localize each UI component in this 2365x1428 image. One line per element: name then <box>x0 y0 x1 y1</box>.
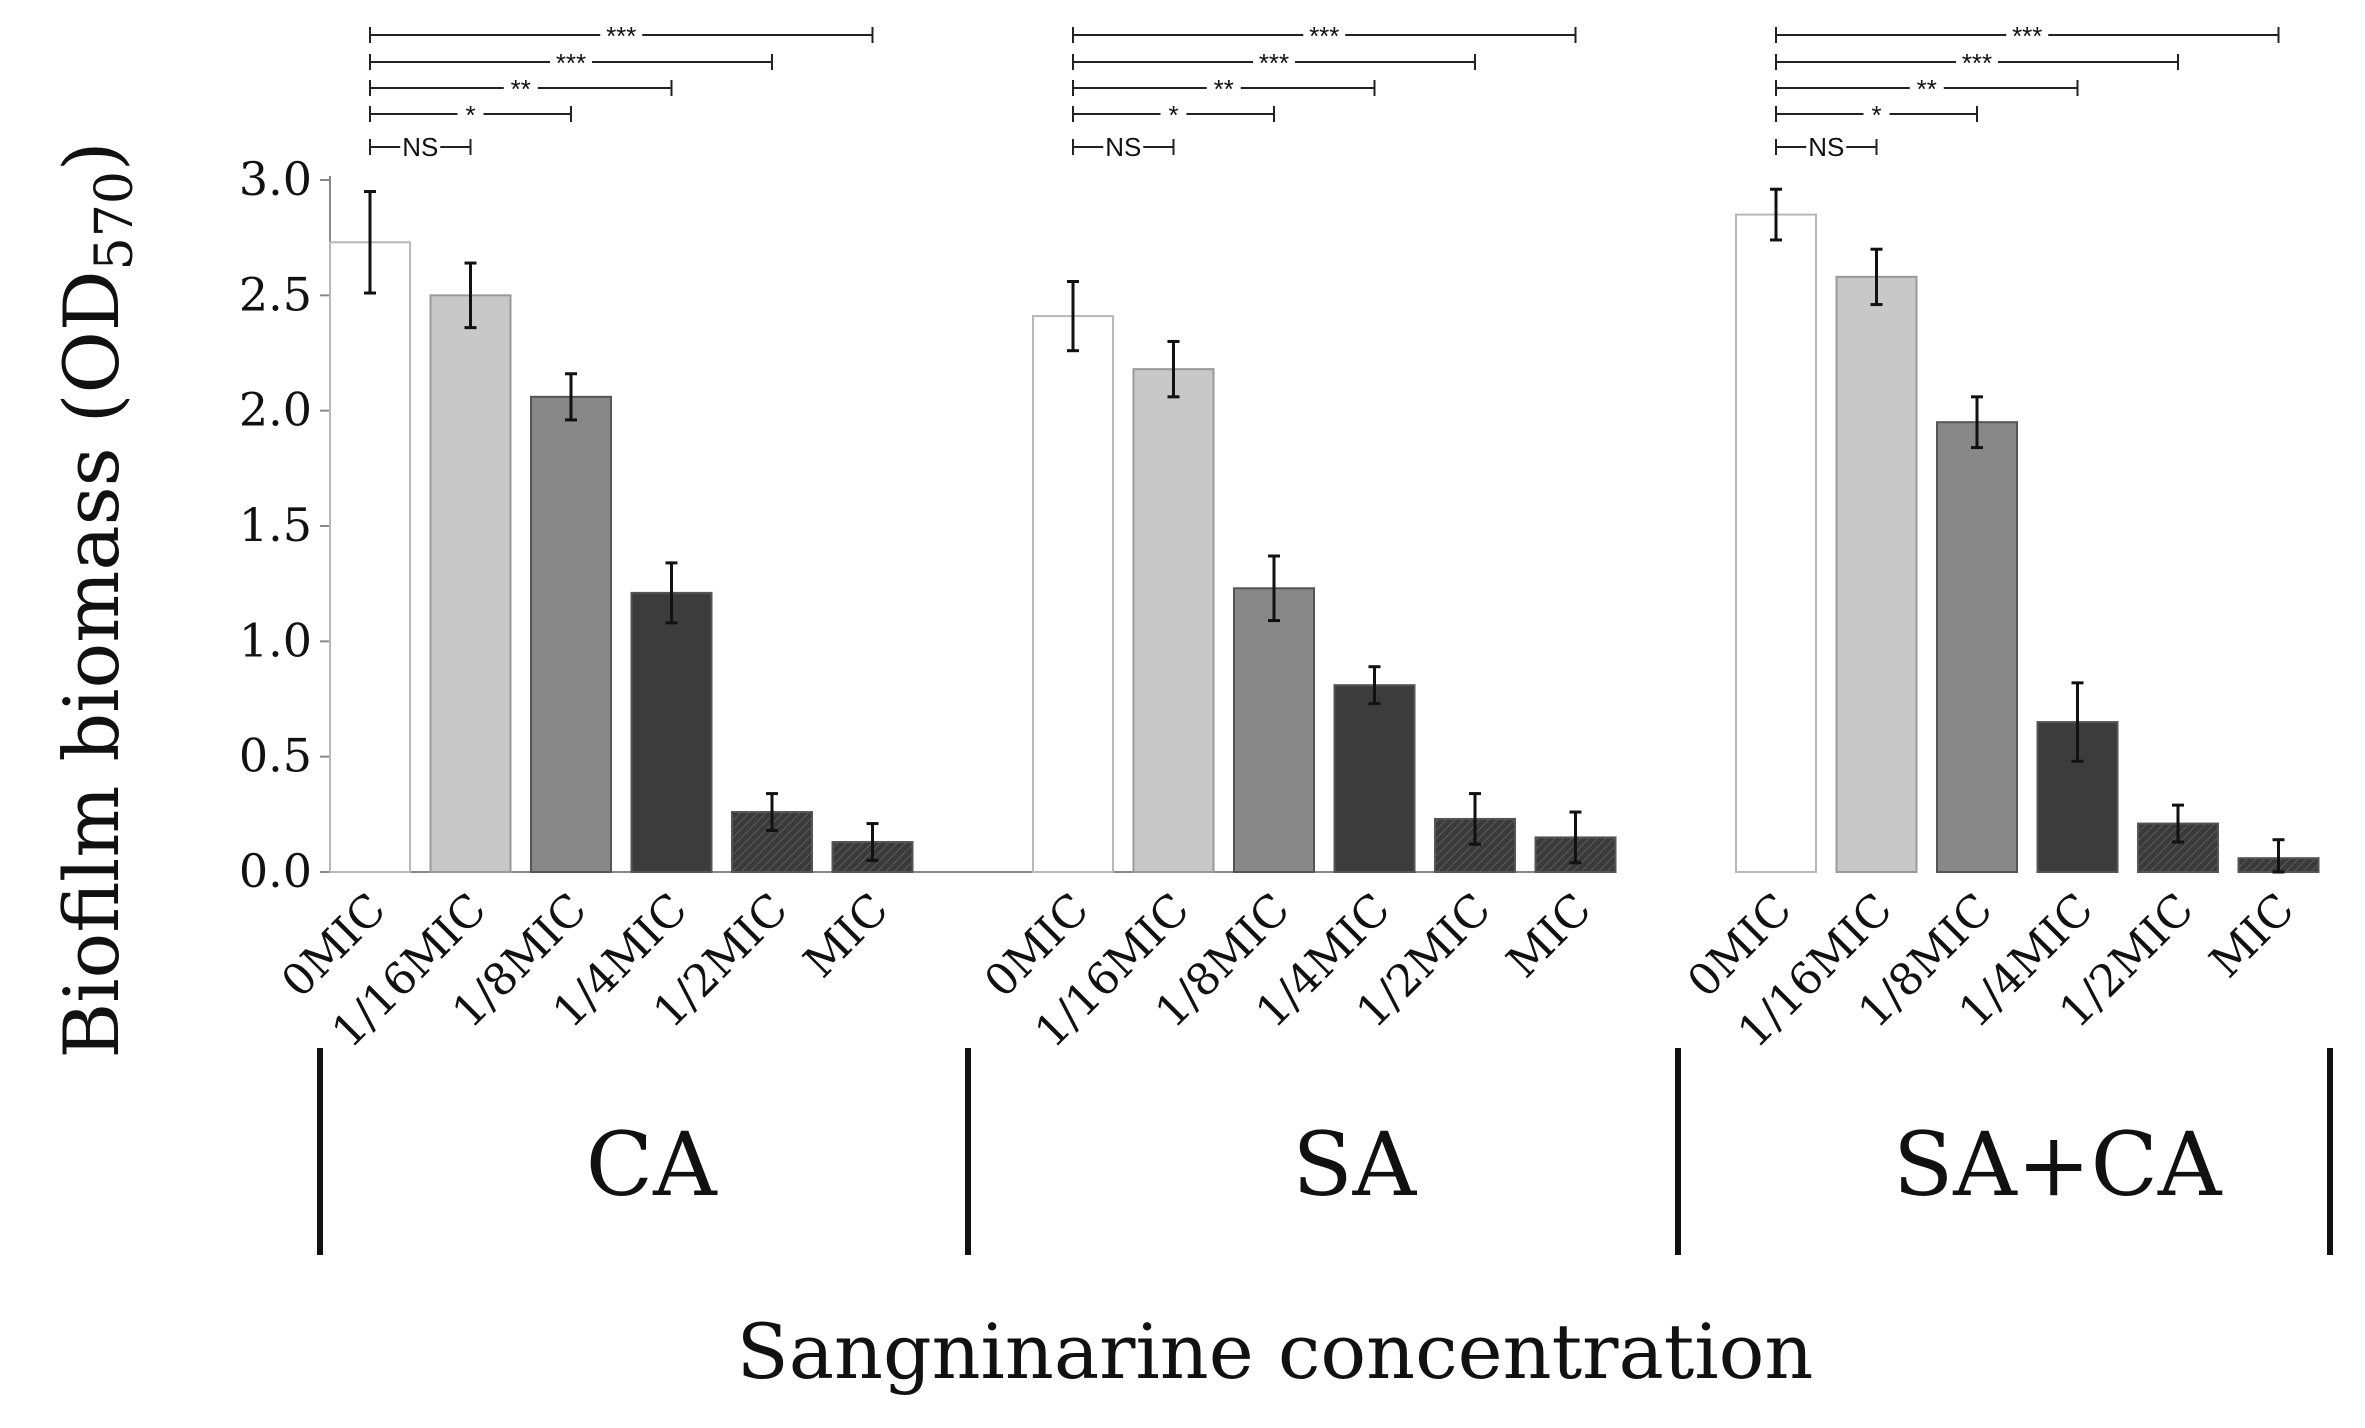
category-label: MIC <box>1497 884 1601 988</box>
bar-sa-1-4mic <box>1333 684 1416 873</box>
y-tick-label: 2.5 <box>239 267 312 321</box>
group-label-sa: SA <box>1292 1113 1417 1216</box>
bar-sa-plus-ca-1-16mic <box>1835 275 1918 873</box>
y-axis-title: Biofilm biomass (OD570) <box>47 141 145 1058</box>
sig-label: *** <box>556 48 586 78</box>
bar-sa-plus-ca-0mic <box>1735 213 1817 874</box>
group-labels: CA SA SA+CA <box>317 1048 2333 1255</box>
y-tick-label: 1.0 <box>239 613 312 667</box>
sig-label: *** <box>2012 21 2042 51</box>
y-axis-title-close: ) <box>47 141 136 171</box>
y-tick-label: 1.5 <box>239 498 312 552</box>
sig-label: NS <box>402 132 438 162</box>
sig-label: NS <box>1808 132 1844 162</box>
bar-ca-1-8mic <box>530 395 612 873</box>
sig-label: * <box>465 100 475 130</box>
group-label-ca: CA <box>586 1113 718 1216</box>
category-label: MIC <box>794 884 898 988</box>
sig-label: *** <box>606 21 636 51</box>
sig-label: *** <box>1962 48 1992 78</box>
bar-ca-1-16mic <box>429 294 512 874</box>
bar-ca-0mic <box>329 241 411 873</box>
sig-label: *** <box>1309 21 1339 51</box>
y-tick-label: 3.0 <box>239 152 312 206</box>
group-label-sa-plus-ca: SA+CA <box>1893 1113 2223 1216</box>
x-axis-title: Sangninarine concentration <box>737 1307 1814 1396</box>
bar-sa-0mic <box>1032 315 1114 873</box>
sig-label: ** <box>1917 74 1937 104</box>
y-tick-label: 0.0 <box>239 844 312 898</box>
bar-sa-1-8mic <box>1233 587 1315 874</box>
bar-ca-1-4mic <box>630 591 713 873</box>
sig-label: *** <box>1259 48 1289 78</box>
bar-sa-1-16mic <box>1132 368 1215 873</box>
sig-label: * <box>1168 100 1178 130</box>
bars-layer <box>329 187 2320 874</box>
y-tick-label: 2.0 <box>239 383 312 437</box>
sig-label: NS <box>1105 132 1141 162</box>
category-label: MIC <box>2200 884 2304 988</box>
significance-brackets: NS*********NS*********NS********* <box>369 21 2280 162</box>
y-axis-title-main: Biofilm biomass (OD <box>47 270 136 1058</box>
sig-label: ** <box>1214 74 1234 104</box>
sig-label: ** <box>511 74 531 104</box>
sig-label: * <box>1871 100 1881 130</box>
y-axis-title-subscript: 570 <box>85 171 145 270</box>
bar-sa-plus-ca-1-8mic <box>1936 421 2018 873</box>
y-tick-label: 0.5 <box>239 729 312 783</box>
y-axis: 0.0 0.5 1.0 1.5 2.0 2.5 3.0 <box>239 152 1548 898</box>
